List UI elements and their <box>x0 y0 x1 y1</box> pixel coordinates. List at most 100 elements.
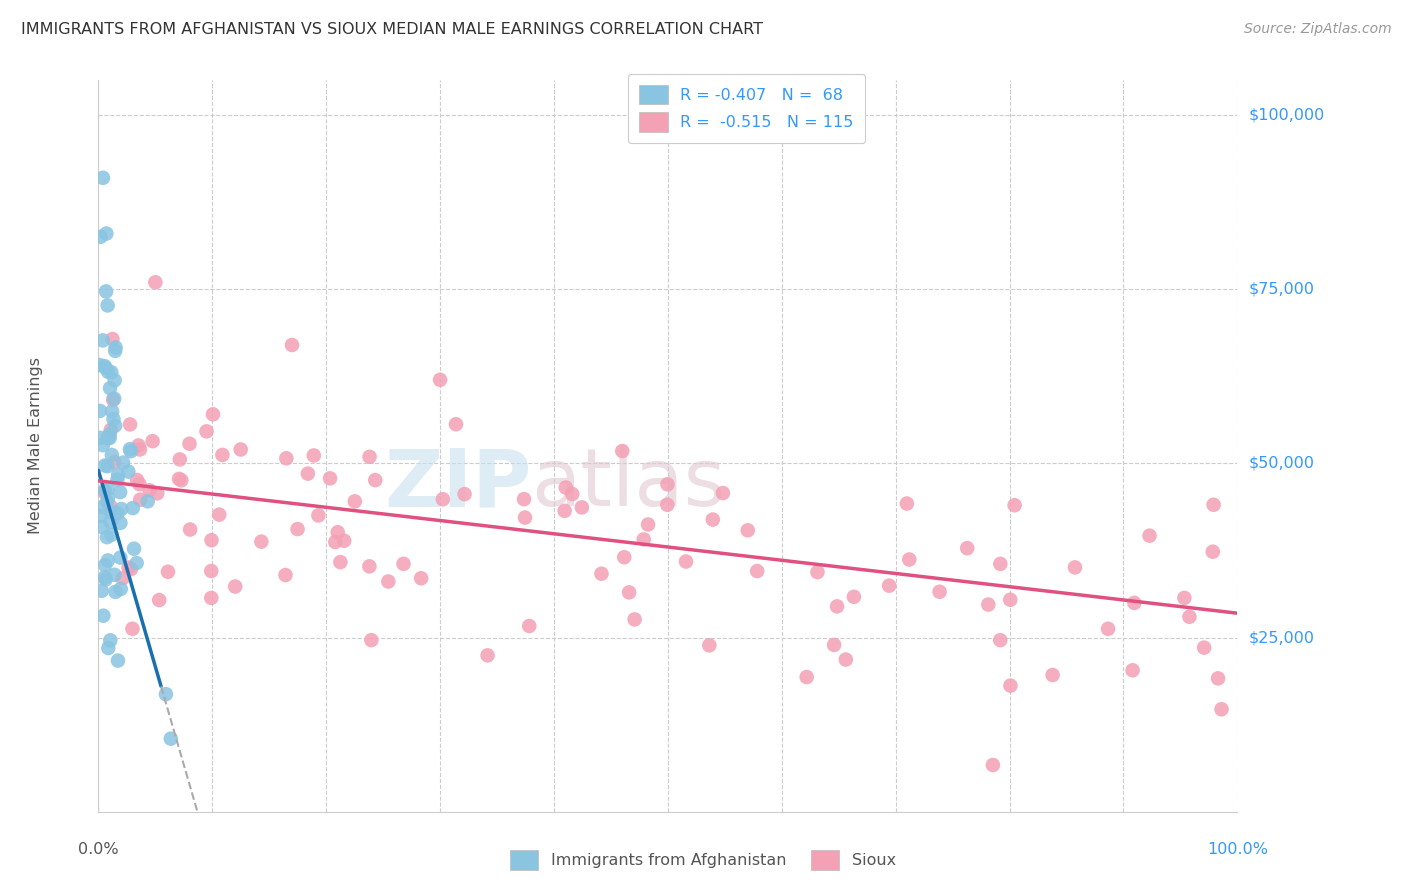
Point <box>1004 498 1026 512</box>
Point <box>477 648 499 663</box>
Point <box>170 473 193 487</box>
Text: Median Male Earnings: Median Male Earnings <box>28 358 44 534</box>
Point <box>146 486 169 500</box>
Point <box>302 449 325 463</box>
Point <box>392 557 415 571</box>
Point <box>97 298 120 312</box>
Point <box>513 510 536 524</box>
Point <box>89 229 111 244</box>
Point <box>737 524 759 538</box>
Point <box>93 485 115 500</box>
Point <box>281 338 304 352</box>
Point <box>200 564 222 578</box>
Point <box>108 485 131 500</box>
Point <box>956 541 979 556</box>
Point <box>561 487 583 501</box>
Point <box>364 473 387 487</box>
Point <box>110 516 132 530</box>
Point <box>93 608 115 623</box>
Point <box>97 553 120 567</box>
Point <box>94 458 117 473</box>
Point <box>411 571 433 585</box>
Point <box>274 568 297 582</box>
Point <box>91 500 114 514</box>
Point <box>148 593 170 607</box>
Point <box>617 585 640 599</box>
Point <box>835 652 858 666</box>
Point <box>201 408 224 422</box>
Point <box>93 483 115 498</box>
Point <box>97 641 120 656</box>
Point <box>94 360 117 375</box>
Point <box>1000 679 1022 693</box>
Point <box>97 431 120 445</box>
Point <box>343 494 366 508</box>
Point <box>156 565 179 579</box>
Point <box>117 465 139 479</box>
Point <box>98 431 121 445</box>
Point <box>98 381 121 395</box>
Point <box>155 687 177 701</box>
Point <box>121 622 143 636</box>
Point <box>125 556 148 570</box>
Point <box>1202 545 1225 559</box>
Point <box>121 501 143 516</box>
Point <box>110 502 132 516</box>
Point <box>104 373 127 387</box>
Point <box>360 633 382 648</box>
Point <box>129 442 152 457</box>
Point <box>107 506 129 520</box>
Point <box>554 481 576 495</box>
Point <box>319 471 342 485</box>
Point <box>93 359 115 373</box>
Point <box>657 477 679 491</box>
Point <box>91 438 114 452</box>
Point <box>1000 592 1022 607</box>
Point <box>179 523 201 537</box>
Point <box>169 452 191 467</box>
Point <box>287 522 309 536</box>
Point <box>142 434 165 449</box>
Text: 0.0%: 0.0% <box>79 842 118 857</box>
Point <box>98 633 121 648</box>
Text: ZIP: ZIP <box>384 445 531 524</box>
Point <box>138 483 160 498</box>
Text: IMMIGRANTS FROM AFGHANISTAN VS SIOUX MEDIAN MALE EARNINGS CORRELATION CHART: IMMIGRANTS FROM AFGHANISTAN VS SIOUX MED… <box>21 22 763 37</box>
Point <box>825 599 848 614</box>
Point <box>981 758 1004 772</box>
Point <box>90 520 112 534</box>
Point <box>276 451 298 466</box>
Point <box>104 343 127 358</box>
Point <box>513 492 536 507</box>
Point <box>89 404 111 418</box>
Point <box>1122 663 1144 677</box>
Point <box>89 431 111 445</box>
Point <box>129 492 152 507</box>
Point <box>250 534 273 549</box>
Point <box>112 456 135 470</box>
Point <box>623 612 645 626</box>
Point <box>211 448 233 462</box>
Point <box>104 341 127 355</box>
Point <box>359 559 381 574</box>
Point <box>91 170 114 185</box>
Point <box>612 444 634 458</box>
Point <box>103 455 125 469</box>
Point <box>1139 529 1161 543</box>
Text: $50,000: $50,000 <box>1249 456 1315 471</box>
Point <box>122 541 145 556</box>
Point <box>103 392 125 406</box>
Point <box>101 448 124 462</box>
Point <box>118 417 141 432</box>
Point <box>101 392 124 407</box>
Legend: Immigrants from Afghanistan, Sioux: Immigrants from Afghanistan, Sioux <box>501 841 905 880</box>
Point <box>94 558 117 573</box>
Point <box>89 358 111 372</box>
Point <box>697 638 720 652</box>
Point <box>96 227 118 241</box>
Point <box>554 504 576 518</box>
Point <box>100 505 122 519</box>
Point <box>444 417 467 432</box>
Point <box>333 533 356 548</box>
Point <box>107 468 129 483</box>
